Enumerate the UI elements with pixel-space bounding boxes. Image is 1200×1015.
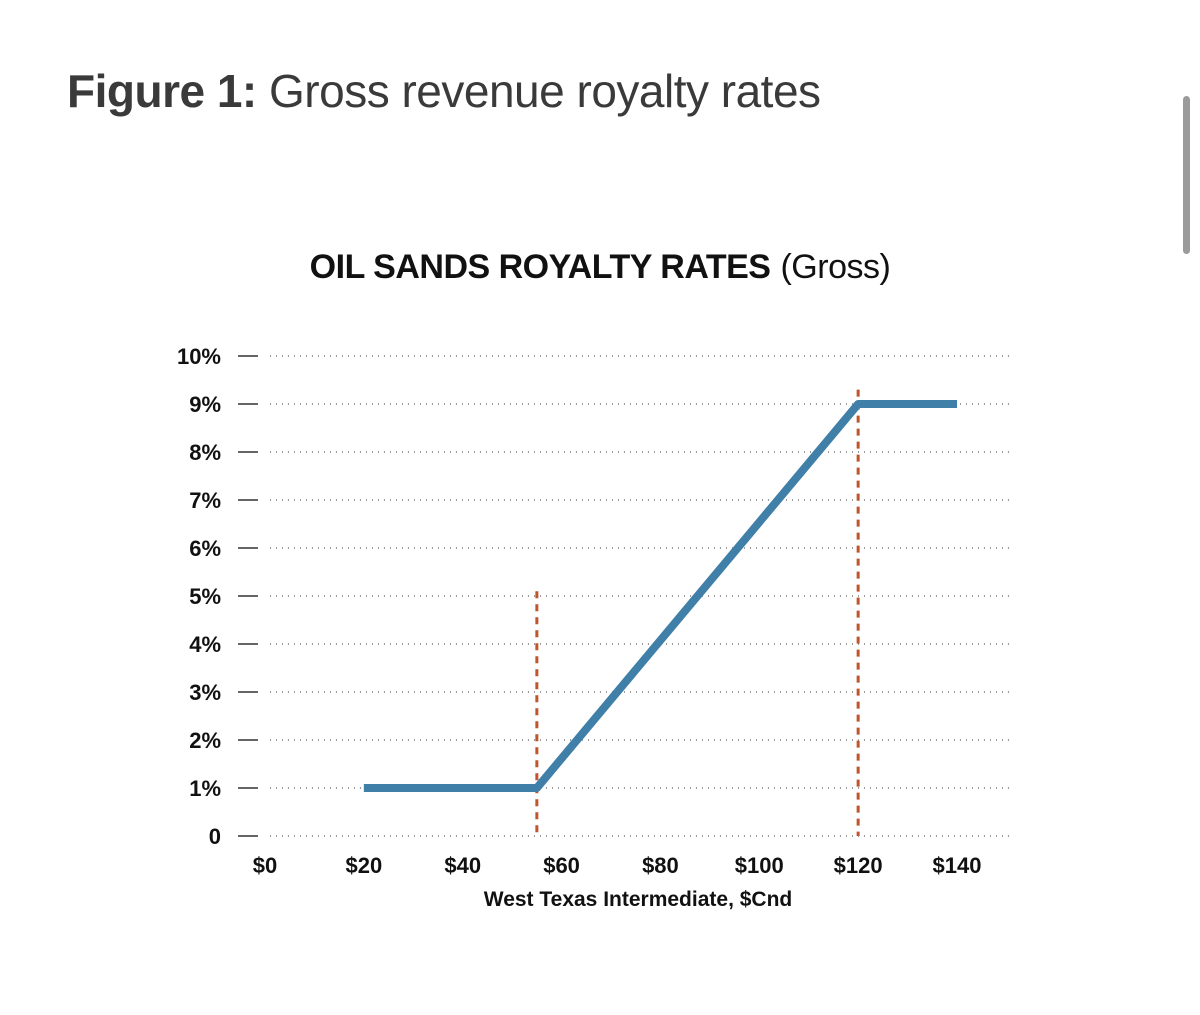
y-tick-label: 5% — [189, 584, 221, 609]
scrollbar[interactable] — [1183, 96, 1190, 254]
y-tick-label: 0 — [209, 824, 221, 849]
y-tick-label: 8% — [189, 440, 221, 465]
x-axis-label: West Texas Intermediate, $Cnd — [484, 888, 793, 911]
y-tick-label: 1% — [189, 776, 221, 801]
y-tick-label: 2% — [189, 728, 221, 753]
y-tick-label: 4% — [189, 632, 221, 657]
x-tick-label: $0 — [253, 853, 277, 878]
y-tick-label: 3% — [189, 680, 221, 705]
figure-label: Figure 1: — [67, 65, 257, 117]
x-tick-label: $20 — [345, 853, 382, 878]
royalty-rate-line — [363, 400, 957, 792]
x-tick-label: $40 — [444, 853, 481, 878]
x-tick-label: $60 — [543, 853, 580, 878]
y-tick-label: 9% — [189, 392, 221, 417]
x-tick-label: $100 — [735, 853, 784, 878]
figure-caption-text: Gross revenue royalty rates — [269, 65, 821, 117]
figure-caption: Figure 1: Gross revenue royalty rates — [67, 64, 821, 118]
x-tick-label: $140 — [933, 853, 982, 878]
y-tick-label: 7% — [189, 488, 221, 513]
x-tick-label: $80 — [642, 853, 679, 878]
chart-title: OIL SANDS ROYALTY RATES (Gross) — [310, 248, 891, 286]
chart-title-main: OIL SANDS ROYALTY RATES — [310, 248, 771, 286]
y-tick-label: 10% — [177, 344, 221, 369]
chart-title-suffix: (Gross) — [780, 248, 890, 286]
y-tick-label: 6% — [189, 536, 221, 561]
x-tick-label: $120 — [834, 853, 883, 878]
